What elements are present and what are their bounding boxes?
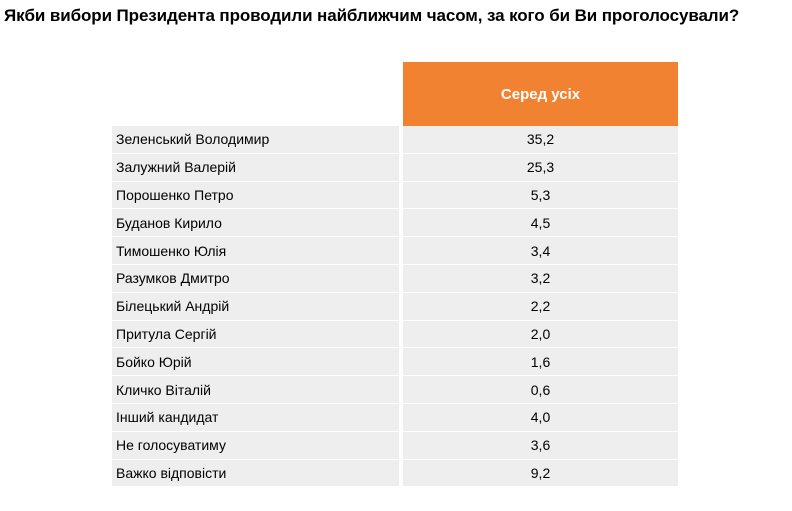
candidate-name: Разумков Дмитро bbox=[112, 264, 399, 292]
candidate-name: Не голосуватиму bbox=[112, 431, 399, 459]
candidate-name: Порошенко Петро bbox=[112, 181, 399, 209]
candidate-value: 4,5 bbox=[403, 209, 678, 237]
candidate-value: 3,2 bbox=[403, 264, 678, 292]
table-row: Зеленський Володимир 35,2 bbox=[112, 126, 678, 154]
candidate-name: Кличко Віталій bbox=[112, 376, 399, 403]
page-title: Якби вибори Президента проводили найближ… bbox=[4, 6, 740, 25]
table-row: Залужний Валерій 25,3 bbox=[112, 153, 678, 182]
candidate-name: Залужний Валерій bbox=[112, 153, 399, 181]
candidate-value: 35,2 bbox=[403, 126, 678, 153]
table-body: Зеленський Володимир 35,2 Залужний Валер… bbox=[112, 126, 678, 488]
candidate-name: Зеленський Володимир bbox=[112, 126, 399, 153]
table-row: Разумков Дмитро 3,2 bbox=[112, 264, 678, 293]
candidate-name: Важко відповісти bbox=[112, 459, 399, 487]
candidate-name: Білецький Андрій bbox=[112, 292, 399, 320]
candidate-value: 2,2 bbox=[403, 292, 678, 320]
column-header: Серед усіх bbox=[403, 62, 678, 126]
candidate-value: 2,0 bbox=[403, 320, 678, 348]
candidate-name: Тимошенко Юлія bbox=[112, 237, 399, 264]
table-row: Важко відповісти 9,2 bbox=[112, 459, 678, 488]
candidate-value: 0,6 bbox=[403, 376, 678, 403]
candidate-name: Буданов Кирило bbox=[112, 209, 399, 237]
table-row: Білецький Андрій 2,2 bbox=[112, 292, 678, 321]
table-row: Кличко Віталій 0,6 bbox=[112, 376, 678, 404]
candidate-name: Інший кандидат bbox=[112, 403, 399, 431]
candidate-value: 4,0 bbox=[403, 403, 678, 431]
candidate-value: 5,3 bbox=[403, 181, 678, 209]
candidate-name: Бойко Юрій bbox=[112, 348, 399, 376]
candidate-name: Притула Сергій bbox=[112, 320, 399, 348]
candidate-value: 25,3 bbox=[403, 153, 678, 181]
candidate-value: 3,4 bbox=[403, 237, 678, 264]
table-header: Серед усіх bbox=[112, 62, 678, 126]
table-row: Інший кандидат 4,0 bbox=[112, 403, 678, 432]
table-row: Буданов Кирило 4,5 bbox=[112, 209, 678, 238]
table-row: Порошенко Петро 5,3 bbox=[112, 181, 678, 210]
candidate-value: 9,2 bbox=[403, 459, 678, 487]
candidate-value: 1,6 bbox=[403, 348, 678, 376]
results-table: Серед усіх Зеленський Володимир 35,2 Зал… bbox=[112, 62, 678, 488]
table-row: Бойко Юрій 1,6 bbox=[112, 348, 678, 377]
table-row: Притула Сергій 2,0 bbox=[112, 320, 678, 349]
table-row: Тимошенко Юлія 3,4 bbox=[112, 237, 678, 265]
candidate-value: 3,6 bbox=[403, 431, 678, 459]
header-blank-cell bbox=[112, 62, 403, 126]
table-row: Не голосуватиму 3,6 bbox=[112, 431, 678, 460]
